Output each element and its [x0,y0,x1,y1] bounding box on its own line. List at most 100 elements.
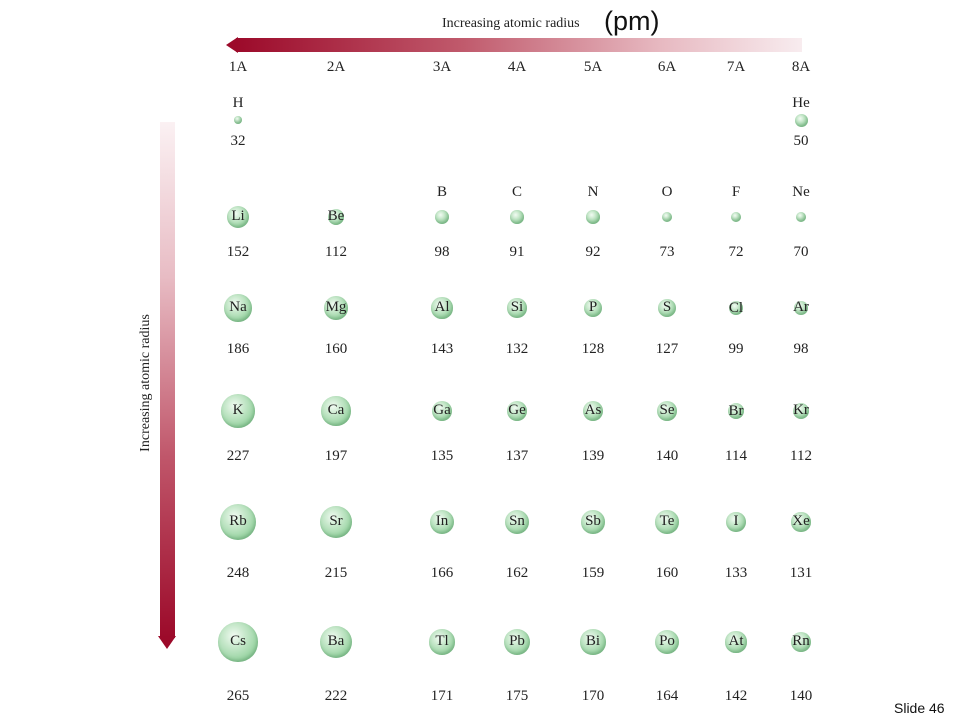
radius-value: 139 [581,448,605,464]
element-symbol: Cl [728,299,744,316]
element-symbol: Rn [792,633,810,650]
element-symbol: Te [659,513,675,530]
element-symbol: Po [659,633,675,650]
element-symbol: H [232,95,244,111]
radius-value: 186 [226,341,250,357]
atom-sn: Sn [505,510,529,534]
radius-value: 162 [505,565,529,581]
atom-ne [795,211,807,223]
element-symbol: Tl [435,633,449,650]
radius-value: 127 [655,341,679,357]
radius-value: 171 [430,688,454,704]
atom-tl: Tl [429,629,455,655]
radius-value: 142 [724,688,748,704]
radius-value: 133 [724,565,748,581]
element-symbol: Sn [509,513,525,530]
radius-value: 159 [581,565,605,581]
element-symbol: Na [229,299,247,316]
horizontal-trend-arrow [236,38,802,52]
element-symbol: N [587,184,599,200]
group-label-2a: 2A [326,59,346,75]
group-label-8a: 8A [791,59,811,75]
radius-value: 166 [430,565,454,581]
group-label-6a: 6A [657,59,677,75]
element-symbol: As [584,402,602,419]
radius-value: 128 [581,341,605,357]
element-symbol: O [661,184,673,200]
element-symbol: Xe [792,513,810,530]
atom-po: Po [654,629,680,655]
atom-pb: Pb [504,629,530,655]
arrow-left-icon [226,37,238,53]
radius-value: 222 [324,688,348,704]
atom-sb: Sb [581,510,605,534]
element-symbol: Se [659,402,675,419]
radius-value: 92 [585,244,601,260]
radius-value: 114 [725,448,747,464]
atom-ga: Ga [432,401,452,421]
vertical-trend-label: Increasing atomic radius [138,314,153,452]
radius-value: 73 [659,244,675,260]
element-symbol: Cs [230,633,246,650]
group-label-1a: 1A [228,59,248,75]
radius-value: 98 [793,341,809,357]
atom-be: Be [327,208,345,226]
radius-value: 131 [789,565,813,581]
atom-sr: Sr [320,506,352,538]
atom-ca: Ca [321,396,351,426]
element-symbol: Sb [585,513,601,530]
element-symbol: P [588,299,598,316]
group-label-3a: 3A [432,59,452,75]
atom-ge: Ge [506,400,528,422]
element-symbol: Ar [793,299,809,316]
radius-value: 197 [324,448,348,464]
element-symbol: Al [434,299,450,316]
element-symbol: Si [510,299,524,316]
atom-i: I [726,512,746,532]
atom-cs: Cs [218,622,258,662]
atom-b [434,209,450,225]
slide-number: Slide 46 [894,700,945,716]
element-symbol: Kr [793,402,809,419]
atom-rn: Rn [790,631,812,653]
atom-xe: Xe [791,512,811,532]
atom-at: At [725,631,747,653]
radius-value: 72 [728,244,744,260]
atom-h [233,115,243,125]
atom-c [510,210,524,224]
radius-value: 175 [505,688,529,704]
radius-value: 143 [430,341,454,357]
element-symbol: Li [231,208,245,225]
atom-f [730,211,742,223]
radius-value: 265 [226,688,250,704]
element-symbol: Ca [327,402,345,419]
atom-s: S [657,298,677,318]
element-symbol: At [728,633,744,650]
radius-value: 32 [230,133,246,149]
atom-k: K [221,394,255,428]
atom-si: Si [507,298,527,318]
element-symbol: Be [327,208,345,225]
element-symbol: S [662,299,672,316]
atom-al: Al [431,297,453,319]
radius-value: 91 [509,244,525,260]
radius-value: 132 [505,341,529,357]
element-symbol: Mg [325,299,347,316]
element-symbol: Pb [509,633,525,650]
radius-value: 112 [790,448,812,464]
element-symbol: He [792,95,810,111]
radius-value: 137 [505,448,529,464]
radius-value: 70 [793,244,809,260]
atom-bi: Bi [580,629,606,655]
element-symbol: I [733,513,739,530]
atom-ar: Ar [793,299,809,316]
atom-cl: Cl [728,299,744,316]
atom-te: Te [655,510,679,534]
radius-value: 50 [793,133,809,149]
atom-li: Li [226,205,250,229]
atom-se: Se [656,400,678,422]
radius-value: 215 [324,565,348,581]
atom-ba: Ba [319,625,353,659]
radius-value: 140 [655,448,679,464]
atom-in: In [429,509,455,535]
